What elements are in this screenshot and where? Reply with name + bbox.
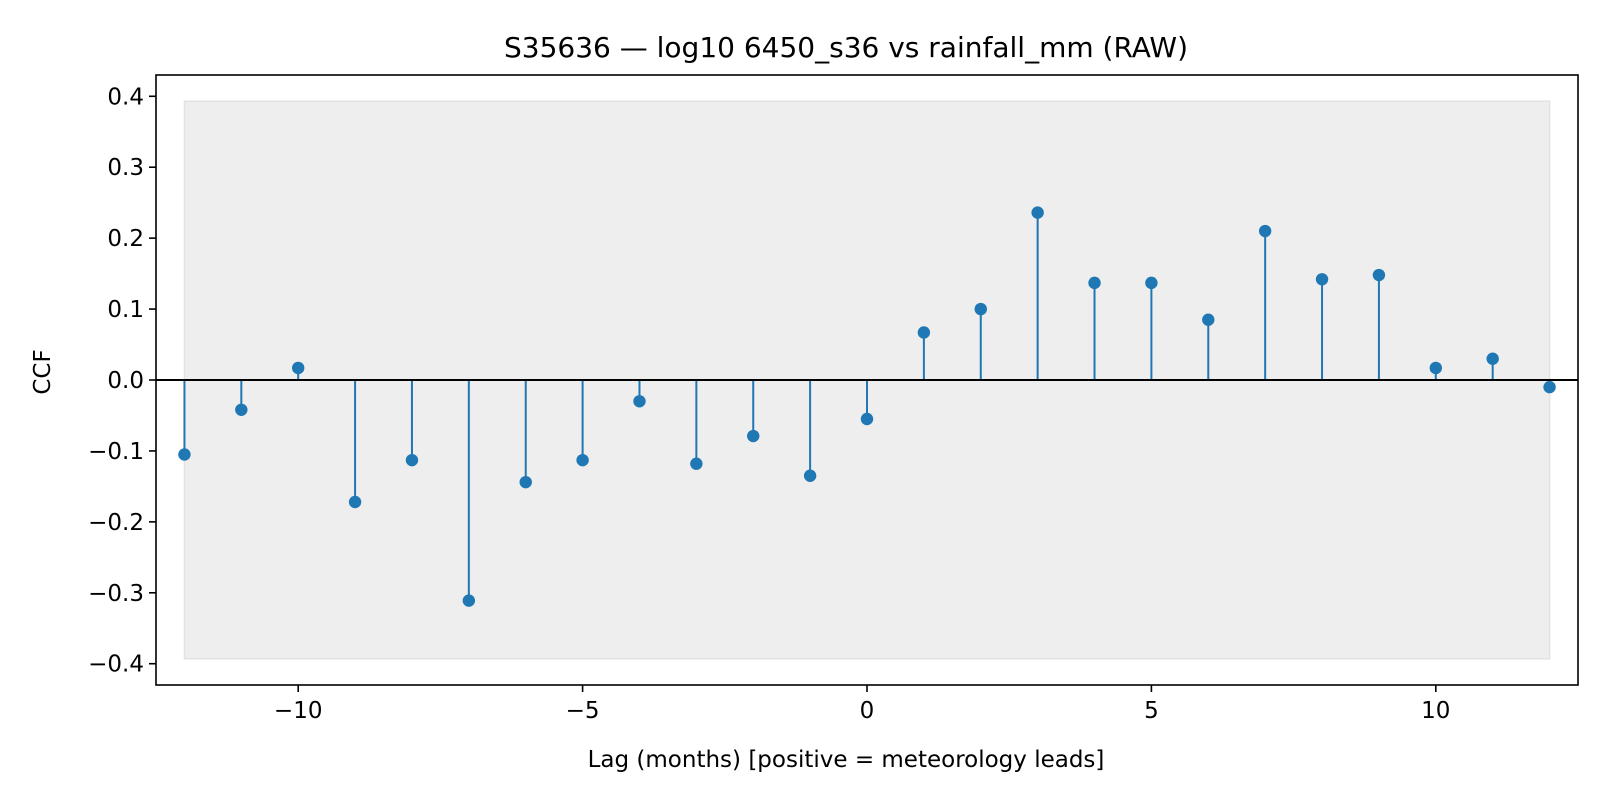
x-axis-label: Lag (months) [positive = meteorology lea…: [588, 747, 1105, 773]
stem-marker: [1258, 224, 1272, 238]
chart-title: S35636 — log10 6450_s36 vs rainfall_mm (…: [504, 31, 1188, 64]
stem-marker: [1145, 276, 1158, 290]
y-axis-label: CCF: [30, 349, 56, 394]
x-tick-label: 0: [860, 698, 875, 724]
stem-marker: [803, 469, 817, 482]
plot-area: [156, 100, 1578, 660]
stem-marker: [576, 453, 589, 467]
x-tick-label: −5: [566, 698, 600, 724]
stem-marker: [462, 594, 476, 607]
stem-marker: [633, 395, 646, 408]
stem-marker: [1315, 273, 1329, 286]
stem-marker: [178, 448, 191, 461]
stem-marker: [747, 429, 760, 443]
x-tick-label: −10: [274, 698, 323, 724]
axis-ticks: −10 −5 0 5 10 −0.4 −0.3 −0.2 −0.1 0.0 0.1 0.2 0.3 0.4: [88, 84, 1450, 724]
stem-marker: [292, 361, 305, 375]
stem-marker: [1543, 380, 1556, 394]
stem-marker: [690, 457, 703, 470]
stem-marker: [1202, 313, 1215, 326]
stem-marker: [348, 495, 362, 509]
y-tick-label: 0.3: [107, 155, 144, 181]
y-tick-label: 0.1: [107, 297, 144, 323]
y-tick-label: 0.0: [107, 368, 144, 394]
stem-marker: [1031, 206, 1044, 219]
y-tick-label: −0.3: [88, 581, 144, 607]
stem-marker: [1088, 276, 1101, 290]
stem-marker: [1372, 268, 1386, 282]
y-tick-label: 0.2: [107, 226, 144, 252]
y-tick-label: −0.4: [88, 652, 144, 678]
y-tick-label: 0.4: [107, 84, 144, 110]
stem-marker: [235, 403, 248, 416]
y-tick-label: −0.2: [88, 510, 144, 536]
stem-marker: [917, 326, 931, 339]
stem-marker: [1486, 352, 1499, 365]
y-tick-label: −0.1: [88, 439, 144, 465]
stem-marker: [974, 302, 987, 316]
stem-marker: [860, 412, 874, 426]
stem-marker: [519, 475, 532, 489]
stem-marker: [1429, 361, 1443, 375]
x-tick-label: 5: [1144, 698, 1159, 724]
stem-marker: [405, 453, 419, 467]
x-tick-label: 10: [1421, 698, 1450, 724]
